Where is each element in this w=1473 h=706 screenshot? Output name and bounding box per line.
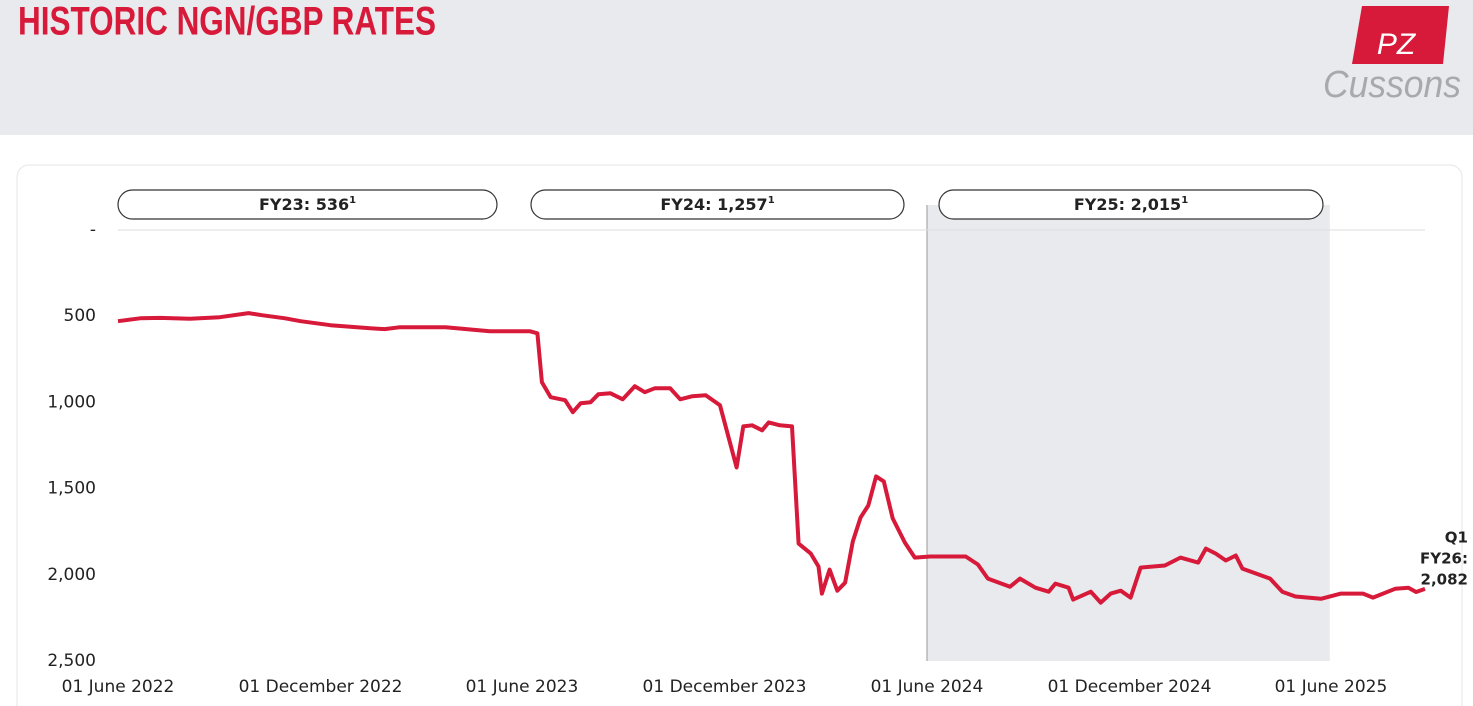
fy-pill <box>530 189 905 220</box>
logo-name: Cussons <box>1323 64 1461 106</box>
y-tick-label: 1,500 <box>47 479 96 499</box>
fy-footnote: 1 <box>768 195 775 206</box>
fy-value: FY24: 1,257 <box>660 195 767 214</box>
x-tick-label: 01 June 2024 <box>871 677 984 697</box>
page-title: HISTORIC NGN/GBP RATES <box>18 0 436 44</box>
fy-pill-text: FY24: 1,2571 <box>660 195 774 214</box>
fy-value: FY25: 2,015 <box>1074 195 1181 214</box>
fy-pill-text: FY25: 2,0151 <box>1074 195 1188 214</box>
fy-footnote: 1 <box>1181 195 1188 206</box>
end-annotation: FY26: <box>1420 550 1468 568</box>
fy-pill <box>938 189 1324 220</box>
x-tick-label: 01 June 2022 <box>62 677 175 697</box>
highlight-band <box>926 205 1330 661</box>
y-tick-label: 1,000 <box>47 392 96 412</box>
y-tick-label: 500 <box>64 306 96 326</box>
x-tick-label: 01 December 2022 <box>239 677 403 697</box>
rate-line <box>117 311 1426 605</box>
logo-mark <box>1352 6 1449 64</box>
fy-pill-text: FY23: 5361 <box>259 195 356 214</box>
end-annotation: 2,082 <box>1421 571 1468 589</box>
end-annotation: Q1 <box>1445 529 1468 547</box>
logo-initials: PZ <box>1377 28 1417 61</box>
fy-footnote: 1 <box>349 195 356 206</box>
fy-value: FY23: 536 <box>259 195 349 214</box>
x-tick-label: 01 June 2023 <box>466 677 579 697</box>
y-tick-label: 2,500 <box>47 651 96 671</box>
x-tick-label: 01 December 2023 <box>643 677 807 697</box>
fy-pill <box>117 189 498 220</box>
x-tick-label: 01 December 2024 <box>1048 677 1212 697</box>
x-tick-label: 01 June 2025 <box>1275 677 1388 697</box>
header-band <box>0 0 1473 135</box>
y-tick-label: 2,000 <box>47 565 96 585</box>
y-tick-label: - <box>90 220 96 240</box>
